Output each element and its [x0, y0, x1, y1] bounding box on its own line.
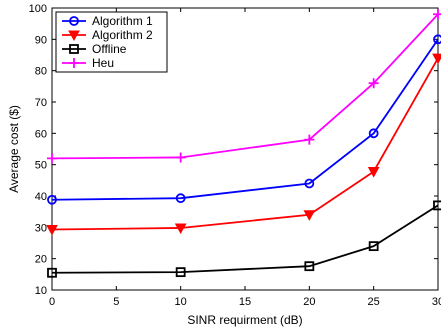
y-tick-label: 100 [29, 3, 47, 15]
legend-item: Offline [62, 42, 127, 56]
x-tick-label: 10 [175, 296, 187, 308]
legend-item: Algorithm 2 [62, 28, 153, 42]
data-point [368, 78, 379, 89]
data-point [433, 34, 441, 45]
y-tick-label: 30 [35, 222, 47, 234]
legend-marker [68, 30, 80, 42]
series-offline [47, 200, 441, 278]
x-tick-label: 25 [368, 296, 380, 308]
data-point [432, 53, 441, 65]
y-axis-label: Average cost ($) [7, 105, 21, 193]
y-tick-label: 10 [35, 285, 47, 297]
legend-label: Heu [92, 56, 114, 70]
y-tick-label: 50 [35, 160, 47, 172]
legend-item: Algorithm 1 [62, 14, 153, 28]
legend-marker [69, 16, 79, 26]
x-axis-label: SINR requirment (dB) [187, 313, 302, 327]
y-tick-label: 70 [35, 97, 47, 109]
data-point [175, 193, 186, 204]
y-tick-label: 80 [35, 66, 47, 78]
y-tick-label: 60 [35, 128, 47, 140]
data-point [368, 128, 379, 139]
series-algorithm-2 [46, 53, 441, 236]
data-point [303, 210, 316, 221]
data-point [175, 152, 186, 163]
x-tick-label: 15 [239, 296, 251, 308]
data-point [47, 153, 57, 164]
x-tick-label: 5 [113, 296, 119, 308]
legend-item: Heu [62, 56, 114, 70]
legend-label: Algorithm 2 [92, 28, 153, 42]
y-tick-label: 40 [35, 191, 47, 203]
legend-label: Offline [92, 42, 127, 56]
series-line [51, 38, 439, 201]
series-line [51, 204, 439, 274]
y-tick-label: 20 [35, 254, 47, 266]
data-point [433, 9, 441, 20]
axes: 0 5 10 15 20 25 30 10 20 30 40 50 60 70 80 90 100 [29, 3, 441, 308]
data-point [304, 134, 315, 145]
y-tick-label: 90 [35, 34, 47, 46]
series-heu [47, 9, 441, 164]
series-lines [46, 9, 441, 278]
series-algorithm-1 [47, 34, 441, 205]
series-line [51, 57, 439, 231]
data-point [174, 223, 187, 234]
x-tick-label: 20 [303, 296, 315, 308]
data-point [304, 261, 315, 272]
data-point [368, 241, 379, 252]
data-point [304, 178, 315, 189]
legend-marker [69, 44, 79, 54]
x-tick-label: 30 [432, 296, 441, 308]
x-tick-label: 0 [49, 296, 55, 308]
data-point [47, 267, 57, 278]
data-point [367, 167, 380, 178]
data-point [433, 200, 441, 211]
data-point [175, 267, 186, 278]
legend-marker [69, 58, 79, 68]
legend-label: Algorithm 1 [92, 14, 153, 28]
data-point [46, 225, 58, 236]
data-point [47, 194, 57, 205]
